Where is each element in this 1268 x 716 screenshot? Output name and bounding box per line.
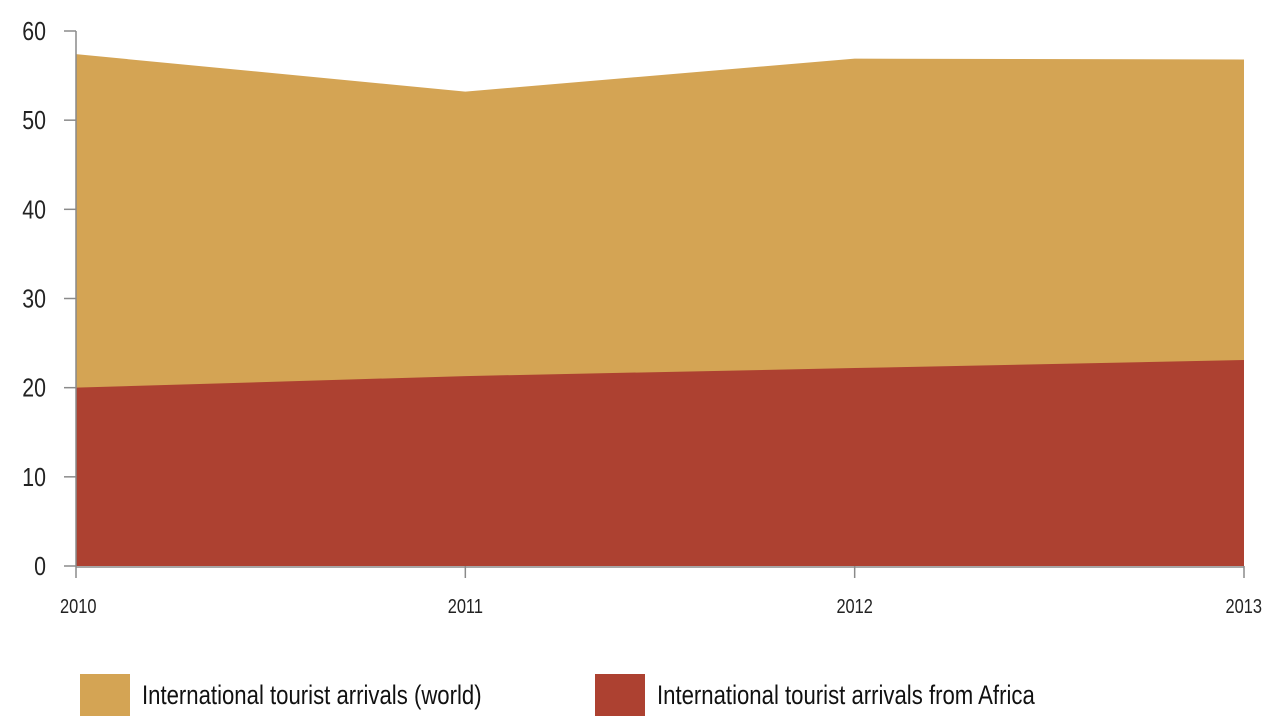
legend-label-africa: International tourist arrivals from Afri… [657, 680, 1035, 710]
x-tick-label: 2010 [60, 594, 96, 617]
y-tick-label: 50 [22, 106, 46, 136]
legend-swatch-africa [595, 674, 645, 716]
y-tick-label: 40 [22, 195, 46, 225]
chart-areas [76, 54, 1244, 566]
x-tick-label: 2012 [836, 594, 872, 617]
y-axis-ticks: 0 10 20 30 40 50 60 [22, 17, 76, 582]
x-axis-ticks: 2010 2011 2012 2013 [60, 566, 1262, 617]
x-tick-label: 2013 [1226, 594, 1262, 617]
chart-legend: International tourist arrivals (world) I… [0, 660, 1268, 716]
y-tick-label: 10 [22, 463, 46, 493]
area-africa [76, 360, 1244, 566]
x-tick-label: 2011 [448, 594, 483, 617]
y-tick-label: 30 [22, 285, 46, 315]
y-tick-label: 60 [22, 17, 46, 47]
legend-swatch-world [80, 674, 130, 716]
y-tick-label: 20 [22, 374, 46, 404]
y-tick-label: 0 [34, 552, 46, 582]
legend-label-world: International tourist arrivals (world) [142, 680, 482, 710]
